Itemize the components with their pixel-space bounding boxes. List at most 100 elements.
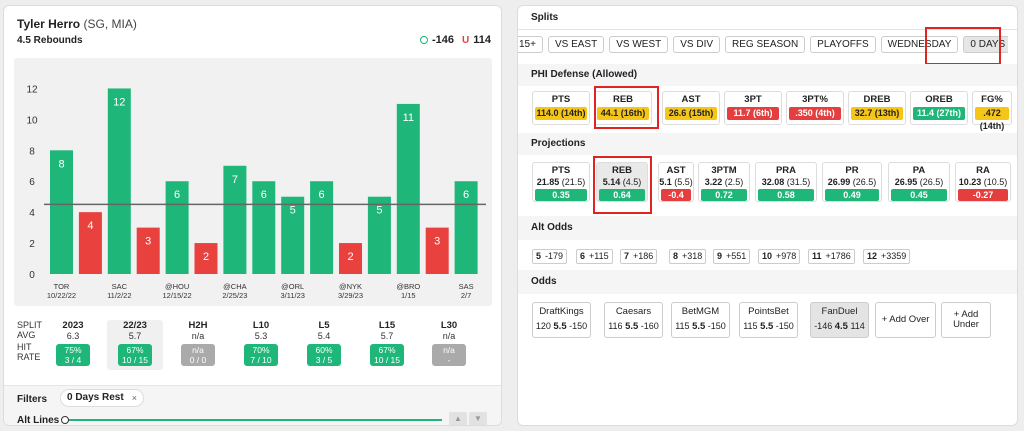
splits-section-title: Splits <box>518 6 1017 29</box>
stat-rank-value: 26.6 (15th) <box>665 107 717 120</box>
alt-lines-slider[interactable] <box>61 416 442 424</box>
highlight-box <box>594 86 659 129</box>
bar-value-label: 3 <box>434 236 440 248</box>
x-tick-label: SAS <box>459 282 474 291</box>
sportsbook-odds-card[interactable]: DraftKings 120 5.5 -150 <box>532 302 591 338</box>
avg-row-label: AVG <box>17 330 36 340</box>
projection-card[interactable]: REB 5.14 (4.5) 0.64 <box>596 162 648 202</box>
alt-lines-label: Alt Lines <box>17 415 60 426</box>
alt-odds-chip[interactable]: 12 +3359 <box>863 249 911 264</box>
sportsbook-odds-card[interactable]: BetMGM 115 5.5 -150 <box>671 302 730 338</box>
x-tick-date: 3/11/23 <box>280 291 304 300</box>
alt-odds-chip[interactable]: 6 +115 <box>576 249 613 264</box>
split-chip[interactable]: VS EAST <box>547 36 605 53</box>
alt-odds-chip[interactable]: 9 +551 <box>713 249 751 264</box>
sportsbook-odds-card[interactable]: FanDuel -146 4.5 114 <box>810 302 869 338</box>
defense-stat-card: REB 44.1 (16th) <box>594 91 652 125</box>
projection-value: 10.23 (10.5) <box>958 177 1008 187</box>
split-chip[interactable]: 0 DAYS REST <box>963 36 1008 53</box>
split-column-header: L5 <box>318 320 330 331</box>
chart-bar <box>107 88 131 274</box>
prop-line-label: 4.5 Rebounds <box>17 35 83 46</box>
projection-card[interactable]: 3PTM 3.22 (2.5) 0.72 <box>698 162 750 202</box>
stat-rank-value: 44.1 (16th) <box>597 107 649 120</box>
alt-odds-chip[interactable]: 10 +978 <box>758 249 801 264</box>
alt-odds-chip[interactable]: 11 +1786 <box>808 249 855 264</box>
defense-stat-card: PTS 114.0 (14th) <box>532 91 590 125</box>
split-chip[interactable]: VS WEST <box>609 36 669 53</box>
split-chip[interactable]: PLAYOFFS <box>810 36 876 53</box>
alt-odds-chip[interactable]: 5 -179 <box>532 249 568 264</box>
sportsbook-odds-card[interactable]: Caesars 116 5.5 -160 <box>604 302 663 338</box>
chart-bar <box>425 227 449 274</box>
split-column[interactable]: H2H n/a n/a 0 / 0 <box>170 320 226 366</box>
sportsbook-line: 116 5.5 -160 <box>608 321 659 332</box>
x-tick-date: 10/22/22 <box>47 291 76 300</box>
alt-odds-chip[interactable]: 7 +186 <box>620 249 658 264</box>
split-column[interactable]: L15 5.7 67% 10 / 15 <box>359 320 415 366</box>
projection-card[interactable]: PA 26.95 (26.5) 0.45 <box>888 162 950 202</box>
split-column[interactable]: L10 5.3 70% 7 / 10 <box>233 320 289 366</box>
over-odds[interactable]: -146 <box>420 34 454 46</box>
stat-rank-value: 114.0 (14th) <box>535 107 587 120</box>
add-over-button[interactable]: + Add Over <box>875 302 936 338</box>
slider-handle[interactable] <box>61 416 69 424</box>
add-under-button[interactable]: + Add Under <box>941 302 991 338</box>
filter-chip-0-days-rest[interactable]: 0 Days Rest × <box>60 389 144 407</box>
projection-value: 21.85 (21.5) <box>536 177 586 187</box>
projection-card[interactable]: PRA 32.08 (31.5) 0.58 <box>755 162 817 202</box>
chart-bar <box>396 103 420 274</box>
sportsbook-odds-card[interactable]: PointsBet 115 5.5 -150 <box>739 302 798 338</box>
over-circle-icon <box>420 36 428 44</box>
splits-odds-panel: Splits 15+ VS EAST VS WEST VS DIV REG SEASON… <box>517 5 1018 426</box>
split-column[interactable]: L5 5.4 60% 3 / 5 <box>296 320 352 366</box>
projection-card[interactable]: AST 5.1 (5.5) -0.4 <box>658 162 694 202</box>
rate-row-label: RATE <box>17 352 41 362</box>
player-name-title: Tyler Herro (SG, MIA) <box>17 17 137 31</box>
split-average: 5.4 <box>317 331 331 341</box>
split-chip[interactable]: VS DIV <box>673 36 721 53</box>
stat-rank-value: 32.7 (13th) <box>851 107 903 120</box>
chevron-down-icon[interactable]: ▼ <box>469 412 487 425</box>
bar-value-label: 6 <box>463 189 469 201</box>
split-chips-scroller[interactable]: 15+ VS EAST VS WEST VS DIV REG SEASON PLAYOFF… <box>518 36 1008 60</box>
stat-name: FG% <box>981 94 1003 105</box>
projection-card[interactable]: PTS 21.85 (21.5) 0.35 <box>532 162 590 202</box>
projection-card[interactable]: RA 10.23 (10.5) -0.27 <box>955 162 1011 202</box>
under-odds[interactable]: U 114 <box>462 34 491 46</box>
split-column-header: L10 <box>252 320 270 331</box>
stat-rank-value: 11.4 (27th) <box>913 107 965 120</box>
split-chip[interactable]: REG SEASON <box>725 36 806 53</box>
split-chip[interactable]: 15+ <box>518 36 543 53</box>
hit-rate-badge: 67% 10 / 15 <box>118 344 152 366</box>
bar-value-label: 8 <box>58 158 64 170</box>
split-chip[interactable]: WEDNESDAY <box>880 36 959 53</box>
defense-stat-card: DREB 32.7 (13th) <box>848 91 906 125</box>
defense-stat-card: FG% .472 (14th) <box>972 91 1012 131</box>
y-tick-label: 8 <box>29 146 35 157</box>
bar-value-label: 12 <box>113 96 125 108</box>
split-column[interactable]: 22/23 5.7 67% 10 / 15 <box>107 320 163 370</box>
chart-bar <box>194 243 218 274</box>
projection-value: 26.95 (26.5) <box>894 177 944 187</box>
alt-odds-chip[interactable]: 8 +318 <box>669 249 707 264</box>
split-column[interactable]: L30 n/a n/a - <box>421 320 477 366</box>
defense-section-title: PHI Defense (Allowed) <box>518 64 1017 86</box>
chevron-up-icon[interactable]: ▲ <box>449 412 467 425</box>
defense-stat-card: 3PT 11.7 (6th) <box>724 91 782 125</box>
splits-row-labels: SPLIT AVG HIT RATE <box>17 320 51 362</box>
bar-value-label: 6 <box>261 189 267 201</box>
split-column-header: L30 <box>440 320 458 331</box>
split-average: 5.7 <box>380 331 394 341</box>
close-icon[interactable]: × <box>131 393 137 403</box>
defense-stat-card: AST 26.6 (15th) <box>662 91 720 125</box>
bar-value-label: 7 <box>232 174 238 186</box>
split-column[interactable]: 2023 6.3 75% 3 / 4 <box>45 320 101 366</box>
bar-value-label: 6 <box>319 189 325 201</box>
filters-label: Filters <box>17 394 48 405</box>
projection-card[interactable]: PR 26.99 (26.5) 0.49 <box>822 162 882 202</box>
split-average: 5.3 <box>254 331 268 341</box>
projection-value: 26.99 (26.5) <box>827 177 877 187</box>
x-tick-label: @BRO <box>396 282 420 291</box>
